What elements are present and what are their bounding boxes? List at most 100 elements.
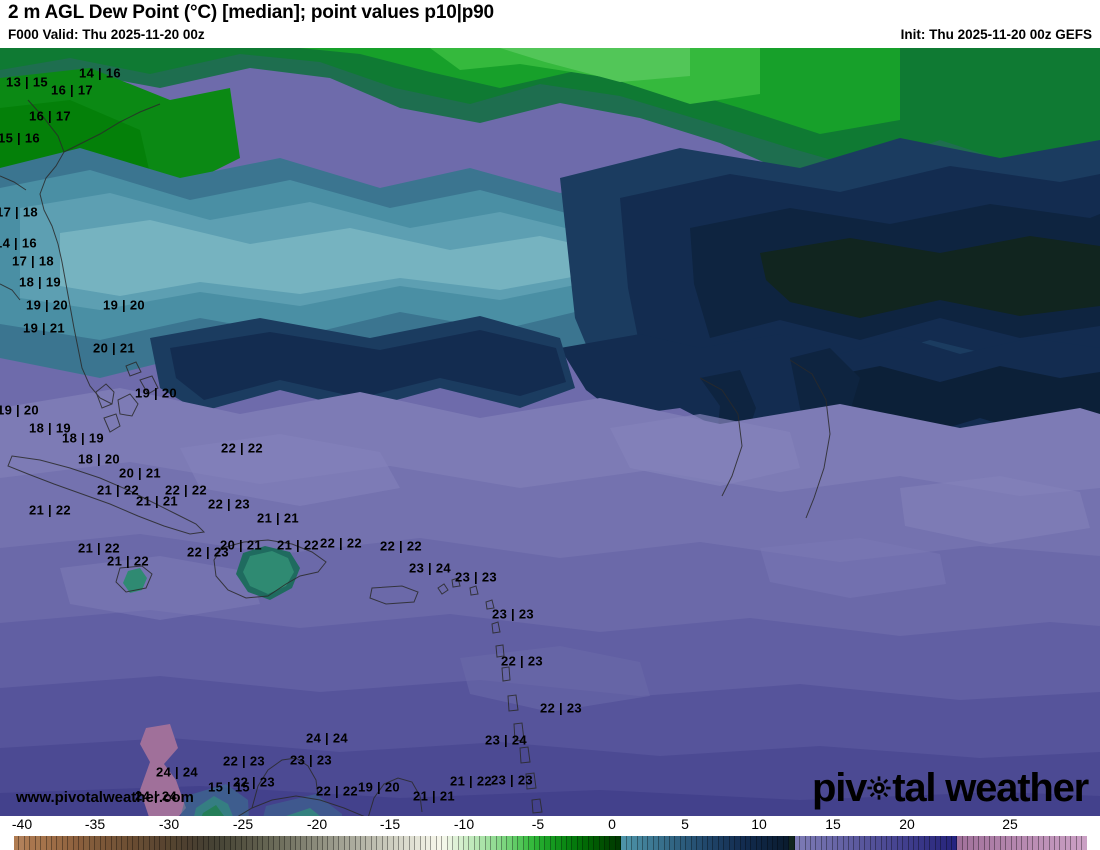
colorbar-swatch [751, 836, 757, 850]
colorbar-swatch [550, 836, 557, 850]
colorbar-swatch [599, 836, 605, 850]
colorbar-swatch [127, 836, 134, 850]
colorbar-swatch [724, 836, 730, 850]
colorbar-swatch [767, 836, 774, 850]
colorbar-swatch [1033, 836, 1039, 850]
colorbar-swatch [1022, 836, 1028, 850]
map-header: 2 m AGL Dew Point (°C) [median]; point v… [0, 0, 1100, 48]
colorbar-swatch [198, 836, 204, 850]
colorbar-swatch [295, 836, 302, 850]
colorbar-swatch [57, 836, 63, 850]
colorbar-swatch [312, 836, 318, 850]
colorbar-swatch [192, 836, 199, 850]
colorbar-swatch [117, 836, 123, 850]
pivotal-weather-logo: piv [812, 764, 1089, 812]
colorbar-swatch [962, 836, 969, 850]
colorbar-swatch [675, 836, 681, 850]
colorbar-swatch [144, 836, 150, 850]
colorbar-swatch [512, 836, 519, 850]
colorbar-swatch [426, 836, 432, 850]
colorbar-swatch [154, 836, 161, 850]
colorbar-swatch [832, 836, 839, 850]
colorbar-swatch [165, 836, 172, 850]
colorbar-tick: 10 [751, 816, 767, 832]
colorbar-swatch [160, 836, 166, 850]
colorbar-swatch [935, 836, 942, 850]
colorbar-swatch [713, 836, 719, 850]
colorbar-swatch [908, 836, 915, 850]
colorbar-swatch [203, 836, 210, 850]
colorbar-swatch [702, 836, 708, 850]
valid-time-label: F000 Valid: Thu 2025-11-20 00z [8, 27, 205, 42]
logo-text-part1: piv [812, 766, 867, 810]
colorbar-swatch [1076, 836, 1083, 850]
colorbar-swatch [95, 836, 101, 850]
colorbar-swatch [968, 836, 974, 850]
colorbar[interactable]: -40 -35 -30 -25 -20 -15 -10 -5 0 5 10 15 20 25 [0, 816, 1100, 850]
colorbar-swatch [914, 836, 920, 850]
map-canvas[interactable]: 13 | 15 14 | 16 16 | 17 16 | 17 15 | 16 17 | … [0, 48, 1100, 816]
colorbar-swatch [529, 836, 535, 850]
colorbar-swatch [46, 836, 52, 850]
colorbar-swatch [236, 836, 242, 850]
colorbar-swatch [507, 836, 513, 850]
colorbar-swatch [176, 836, 183, 850]
colorbar-swatch [1055, 836, 1061, 850]
colorbar-swatch [214, 836, 221, 850]
colorbar-swatch [1006, 836, 1012, 850]
colorbar-swatch [534, 836, 540, 850]
colorbar-swatch [350, 836, 356, 850]
colorbar-swatch [876, 836, 882, 850]
colorbar-swatch [523, 836, 530, 850]
colorbar-swatch [1038, 836, 1045, 850]
colorbar-tick: 5 [681, 816, 689, 832]
colorbar-swatch [859, 836, 866, 850]
colorbar-swatch [393, 836, 399, 850]
colorbar-swatch [333, 836, 340, 850]
colorbar-swatch [897, 836, 904, 850]
watermark-url: www.pivotalweather.com [16, 789, 194, 806]
colorbar-swatch [24, 836, 31, 850]
colorbar-swatch [252, 836, 258, 850]
colorbar-swatch [957, 836, 963, 850]
colorbar-swatch [1082, 836, 1087, 850]
colorbar-swatch [745, 836, 752, 850]
colorbar-swatch [14, 836, 20, 850]
colorbar-swatch [604, 836, 611, 850]
colorbar-swatch [615, 836, 622, 850]
colorbar-tick: -20 [306, 816, 328, 832]
colorbar-swatch [290, 836, 296, 850]
colorbar-swatch [1000, 836, 1007, 850]
colorbar-swatch [371, 836, 378, 850]
colorbar-tick: -25 [232, 816, 254, 832]
colorbar-swatch [691, 836, 698, 850]
colorbar-swatch [474, 836, 481, 850]
colorbar-tick: 25 [1002, 816, 1018, 832]
colorbar-swatch [881, 836, 887, 850]
colorbar-tick: 20 [899, 816, 915, 832]
page-title: 2 m AGL Dew Point (°C) [median]; point v… [8, 2, 494, 23]
colorbar-tick: 15 [825, 816, 841, 832]
colorbar-swatch [838, 836, 844, 850]
colorbar-swatch [865, 836, 871, 850]
colorbar-swatch [1071, 836, 1077, 850]
colorbar-gradient [14, 836, 1087, 850]
colorbar-swatch [583, 836, 589, 850]
colorbar-swatch [41, 836, 47, 850]
colorbar-swatch [577, 836, 584, 850]
colorbar-swatch [811, 836, 817, 850]
colorbar-swatch [1011, 836, 1018, 850]
colorbar-swatch [1017, 836, 1023, 850]
colorbar-swatch [122, 836, 128, 850]
colorbar-swatch [729, 836, 736, 850]
colorbar-swatch [279, 836, 286, 850]
colorbar-swatch [501, 836, 508, 850]
colorbar-swatch [930, 836, 936, 850]
colorbar-swatch [870, 836, 877, 850]
colorbar-swatch [106, 836, 112, 850]
colorbar-swatch [919, 836, 925, 850]
colorbar-tick-labels: -40 -35 -30 -25 -20 -15 -10 -5 0 5 10 15 20 25 [0, 816, 1100, 836]
colorbar-swatch [626, 836, 633, 850]
colorbar-swatch [447, 836, 454, 850]
init-time-label: Init: Thu 2025-11-20 00z GEFS [900, 27, 1092, 42]
